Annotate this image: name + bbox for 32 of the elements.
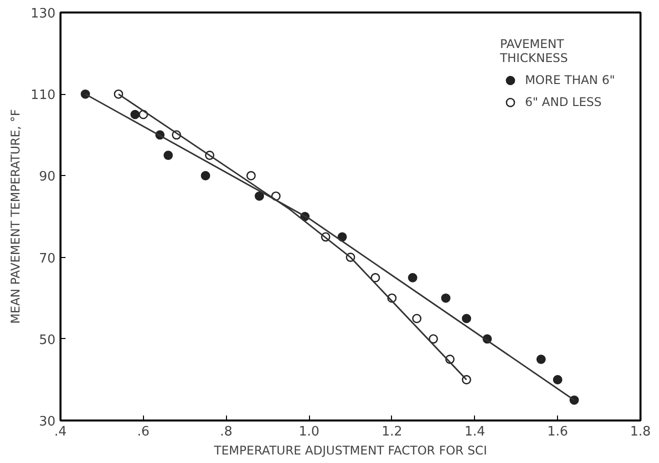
x-axis-title: TEMPERATURE ADJUSTMENT FACTOR FOR SCI: [213, 444, 487, 458]
point: [164, 150, 173, 160]
y-tick-label: 90: [38, 170, 56, 185]
point: [462, 314, 472, 324]
x-tick-label: .8: [220, 424, 232, 440]
legend-label: MORE THAN 6": [524, 73, 615, 87]
y-tick-label: 70: [38, 251, 56, 266]
x-tick-label: 1.2: [382, 424, 402, 440]
point: [370, 273, 380, 282]
legend-title: PAVEMENT THICKNESS: [500, 37, 569, 65]
y-tick-label: 110: [30, 88, 56, 104]
x-tick-label: 1.6: [547, 424, 568, 440]
point: [408, 273, 418, 282]
x-tick-label: .4: [54, 424, 67, 440]
point: [552, 375, 562, 384]
point: [412, 314, 422, 324]
point: [428, 334, 438, 344]
y-tick-label: 50: [38, 332, 56, 348]
y-tick-label: 30: [38, 414, 56, 430]
x-tick-label: 1.4: [464, 424, 486, 440]
y-axis-title: MEAN PAVEMENT TEMPERATURE, °F: [8, 109, 23, 324]
legend-label: 6" AND LESS: [524, 95, 602, 109]
point: [200, 171, 210, 180]
x-tick-label: 1.0: [298, 424, 320, 440]
point: [130, 110, 140, 120]
point: [441, 293, 450, 303]
x-tick-label: .6: [137, 424, 150, 440]
y-tick-label: 130: [30, 6, 56, 22]
x-tick-label: 1.8: [630, 424, 651, 440]
point: [246, 171, 256, 180]
point: [254, 191, 264, 201]
point: [536, 354, 546, 364]
